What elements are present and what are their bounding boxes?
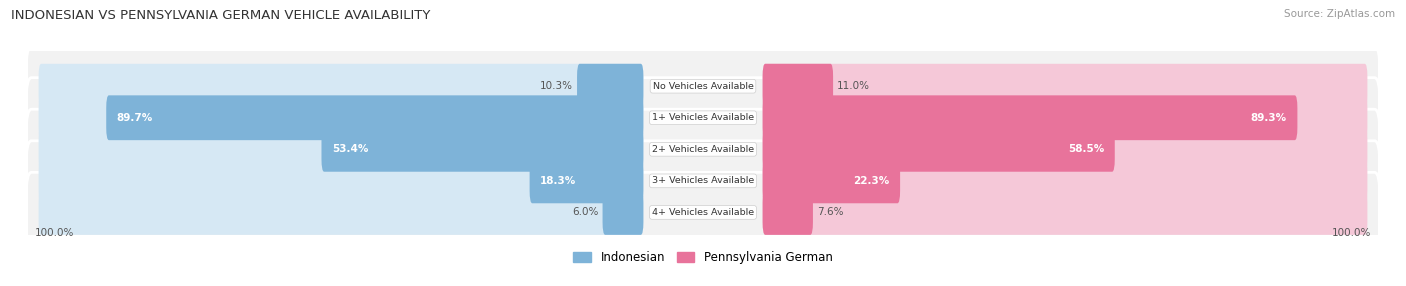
FancyBboxPatch shape: [27, 46, 1379, 126]
Text: 4+ Vehicles Available: 4+ Vehicles Available: [652, 208, 754, 217]
FancyBboxPatch shape: [762, 190, 813, 235]
FancyBboxPatch shape: [38, 64, 644, 109]
FancyBboxPatch shape: [762, 95, 1298, 140]
FancyBboxPatch shape: [762, 95, 1368, 140]
FancyBboxPatch shape: [762, 190, 1368, 235]
FancyBboxPatch shape: [762, 127, 1115, 172]
Text: 11.0%: 11.0%: [837, 81, 870, 91]
Text: 100.0%: 100.0%: [35, 228, 75, 238]
Text: 6.0%: 6.0%: [572, 207, 599, 217]
Text: 1+ Vehicles Available: 1+ Vehicles Available: [652, 113, 754, 122]
Text: 22.3%: 22.3%: [853, 176, 890, 186]
FancyBboxPatch shape: [530, 158, 644, 203]
FancyBboxPatch shape: [38, 158, 644, 203]
Text: 10.3%: 10.3%: [540, 81, 574, 91]
Text: 100.0%: 100.0%: [1331, 228, 1371, 238]
FancyBboxPatch shape: [38, 190, 644, 235]
Legend: Indonesian, Pennsylvania German: Indonesian, Pennsylvania German: [568, 247, 838, 269]
Text: 89.7%: 89.7%: [117, 113, 153, 123]
FancyBboxPatch shape: [27, 172, 1379, 253]
FancyBboxPatch shape: [576, 64, 644, 109]
Text: 53.4%: 53.4%: [332, 144, 368, 154]
FancyBboxPatch shape: [762, 158, 1368, 203]
FancyBboxPatch shape: [27, 141, 1379, 221]
Text: 18.3%: 18.3%: [540, 176, 576, 186]
Text: INDONESIAN VS PENNSYLVANIA GERMAN VEHICLE AVAILABILITY: INDONESIAN VS PENNSYLVANIA GERMAN VEHICL…: [11, 9, 430, 21]
FancyBboxPatch shape: [38, 95, 644, 140]
FancyBboxPatch shape: [762, 64, 834, 109]
FancyBboxPatch shape: [762, 127, 1368, 172]
FancyBboxPatch shape: [762, 64, 1368, 109]
Text: 3+ Vehicles Available: 3+ Vehicles Available: [652, 176, 754, 185]
FancyBboxPatch shape: [27, 78, 1379, 158]
FancyBboxPatch shape: [27, 109, 1379, 189]
Text: Source: ZipAtlas.com: Source: ZipAtlas.com: [1284, 9, 1395, 19]
Text: 7.6%: 7.6%: [817, 207, 844, 217]
Text: 89.3%: 89.3%: [1251, 113, 1286, 123]
FancyBboxPatch shape: [603, 190, 644, 235]
Text: No Vehicles Available: No Vehicles Available: [652, 82, 754, 91]
Text: 58.5%: 58.5%: [1069, 144, 1104, 154]
FancyBboxPatch shape: [322, 127, 644, 172]
FancyBboxPatch shape: [762, 158, 900, 203]
FancyBboxPatch shape: [107, 95, 644, 140]
Text: 2+ Vehicles Available: 2+ Vehicles Available: [652, 145, 754, 154]
FancyBboxPatch shape: [38, 127, 644, 172]
